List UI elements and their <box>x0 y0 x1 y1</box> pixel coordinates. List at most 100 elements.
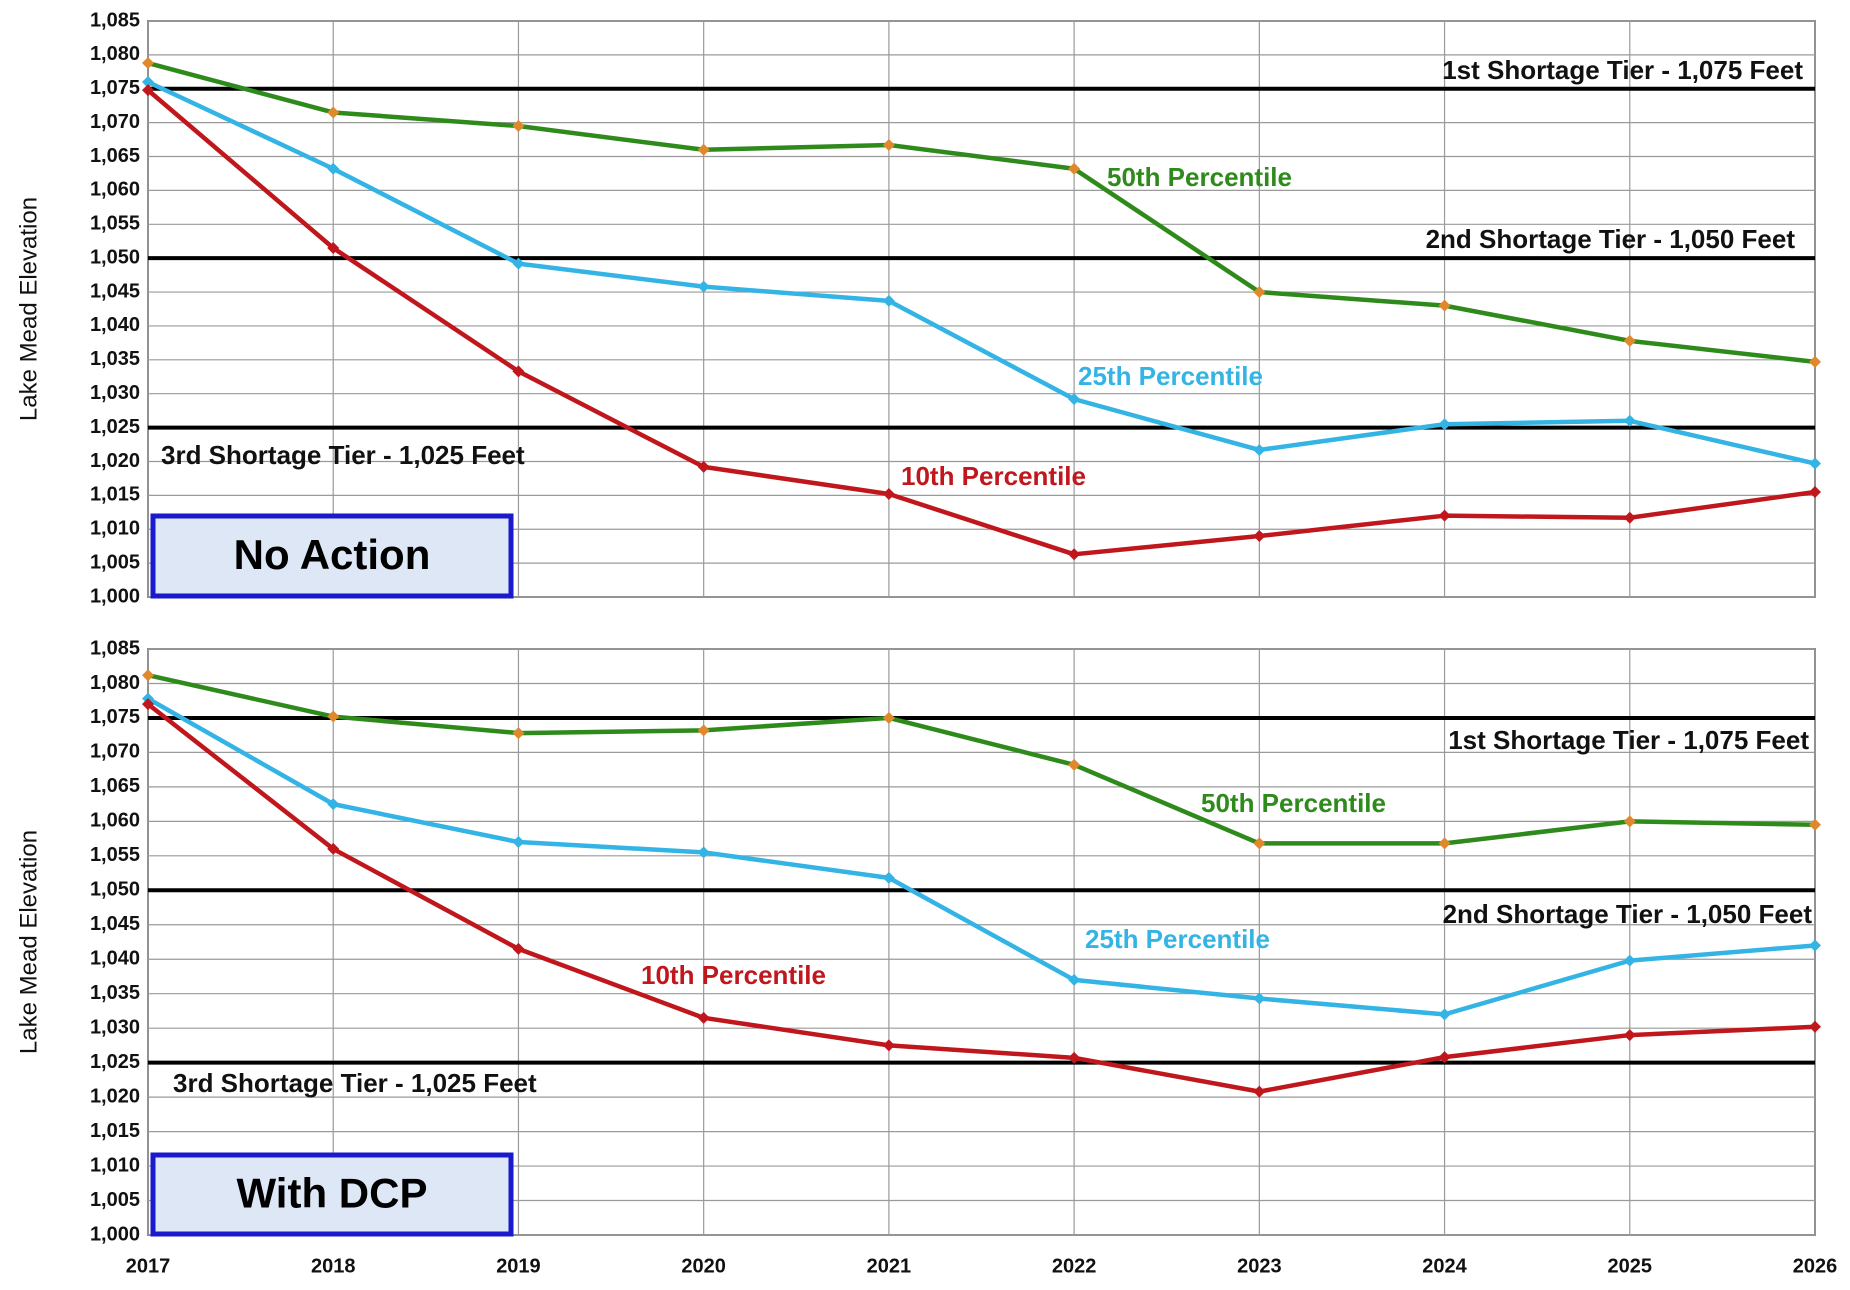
marker <box>327 798 340 811</box>
y-tick-label: 1,030 <box>90 382 140 404</box>
reference-label: 3rd Shortage Tier - 1,025 Feet <box>161 440 525 470</box>
y-tick-label: 1,080 <box>90 672 140 694</box>
series-line <box>147 673 1816 846</box>
y-tick-label: 1,085 <box>90 9 140 31</box>
y-tick-label: 1,005 <box>90 1189 140 1211</box>
marker <box>1253 530 1266 543</box>
marker <box>327 242 340 255</box>
y-tick-label: 1,030 <box>90 1016 140 1038</box>
y-tick-label: 1,010 <box>90 1154 140 1176</box>
series-label: 10th Percentile <box>901 461 1086 491</box>
marker <box>1253 286 1266 299</box>
marker <box>327 710 340 723</box>
marker <box>882 1039 895 1052</box>
y-tick-label: 1,080 <box>90 43 140 65</box>
x-tick-label: 2022 <box>1052 1255 1097 1277</box>
marker <box>697 280 710 293</box>
marker <box>327 842 340 855</box>
reference-label: 2nd Shortage Tier - 1,050 Feet <box>1426 224 1796 254</box>
y-axis-label: Lake Mead Elevation <box>15 830 42 1054</box>
y-tick-label: 1,035 <box>90 982 140 1004</box>
marker <box>1438 509 1451 522</box>
y-tick-label: 1,070 <box>90 111 140 133</box>
marker <box>882 487 895 500</box>
marker <box>1068 758 1081 771</box>
y-tick-label: 1,000 <box>90 585 140 607</box>
y-tick-label: 1,005 <box>90 551 140 573</box>
series-label: 10th Percentile <box>641 960 826 990</box>
series-line <box>146 696 1816 1017</box>
y-tick-label: 1,045 <box>90 913 140 935</box>
marker <box>697 460 710 473</box>
marker <box>142 698 154 711</box>
marker <box>512 836 525 849</box>
x-tick-label: 2018 <box>311 1255 356 1277</box>
marker <box>142 75 154 88</box>
marker <box>1253 992 1266 1005</box>
series-line <box>147 60 1816 365</box>
x-tick-label: 2020 <box>681 1255 726 1277</box>
series-line <box>146 702 1816 1094</box>
y-tick-label: 1,020 <box>90 1085 140 1107</box>
marker <box>1809 355 1821 368</box>
marker <box>882 139 895 152</box>
y-tick-label: 1,000 <box>90 1223 140 1245</box>
y-tick-label: 1,015 <box>90 1120 140 1142</box>
y-tick-label: 1,015 <box>90 484 140 506</box>
marker <box>1068 973 1081 986</box>
marker <box>142 669 154 682</box>
reference-label: 2nd Shortage Tier - 1,050 Feet <box>1443 899 1813 929</box>
y-tick-label: 1,060 <box>90 810 140 832</box>
x-tick-label: 2024 <box>1422 1255 1467 1277</box>
marker <box>512 120 525 133</box>
marker <box>697 143 710 156</box>
x-tick-label: 2021 <box>867 1255 912 1277</box>
y-axis-label: Lake Mead Elevation <box>15 197 42 421</box>
marker <box>1809 457 1821 470</box>
marker <box>697 1011 710 1024</box>
y-tick-label: 1,055 <box>90 213 140 235</box>
y-tick-label: 1,065 <box>90 775 140 797</box>
marker <box>1809 939 1821 952</box>
y-tick-label: 1,025 <box>90 416 140 438</box>
scenario-box <box>150 1152 514 1237</box>
marker <box>1623 815 1636 828</box>
x-tick-label: 2023 <box>1237 1255 1282 1277</box>
marker <box>1623 511 1636 524</box>
marker <box>1438 299 1451 312</box>
marker <box>1068 393 1081 406</box>
marker <box>1438 1051 1451 1064</box>
x-tick-label: 2026 <box>1793 1255 1838 1277</box>
marker <box>1253 443 1266 456</box>
marker <box>1623 414 1636 427</box>
marker <box>1068 548 1081 561</box>
y-tick-label: 1,060 <box>90 179 140 201</box>
y-tick-label: 1,050 <box>90 879 140 901</box>
x-tick-label: 2025 <box>1608 1255 1653 1277</box>
marker <box>882 294 895 307</box>
y-tick-label: 1,040 <box>90 314 140 336</box>
series-label: 25th Percentile <box>1085 924 1270 954</box>
scenario-label: No Action <box>234 531 431 578</box>
marker <box>512 257 525 270</box>
marker <box>1809 485 1821 498</box>
marker <box>1809 1020 1821 1033</box>
marker <box>327 106 340 119</box>
plot-area <box>147 20 1816 598</box>
series-label: 25th Percentile <box>1078 361 1263 391</box>
y-tick-label: 1,050 <box>90 246 140 268</box>
marker <box>1068 1051 1081 1064</box>
reference-label: 1st Shortage Tier - 1,075 Feet <box>1442 55 1803 85</box>
marker <box>1809 818 1821 831</box>
marker <box>1438 1008 1451 1021</box>
y-tick-label: 1,045 <box>90 280 140 302</box>
reference-label: 3rd Shortage Tier - 1,025 Feet <box>173 1068 537 1098</box>
marker <box>1253 1085 1266 1098</box>
marker <box>512 727 525 740</box>
marker <box>512 942 525 955</box>
y-tick-label: 1,055 <box>90 844 140 866</box>
reference-label: 1st Shortage Tier - 1,075 Feet <box>1448 725 1809 755</box>
x-tick-label: 2019 <box>496 1255 541 1277</box>
y-tick-label: 1,085 <box>90 637 140 659</box>
